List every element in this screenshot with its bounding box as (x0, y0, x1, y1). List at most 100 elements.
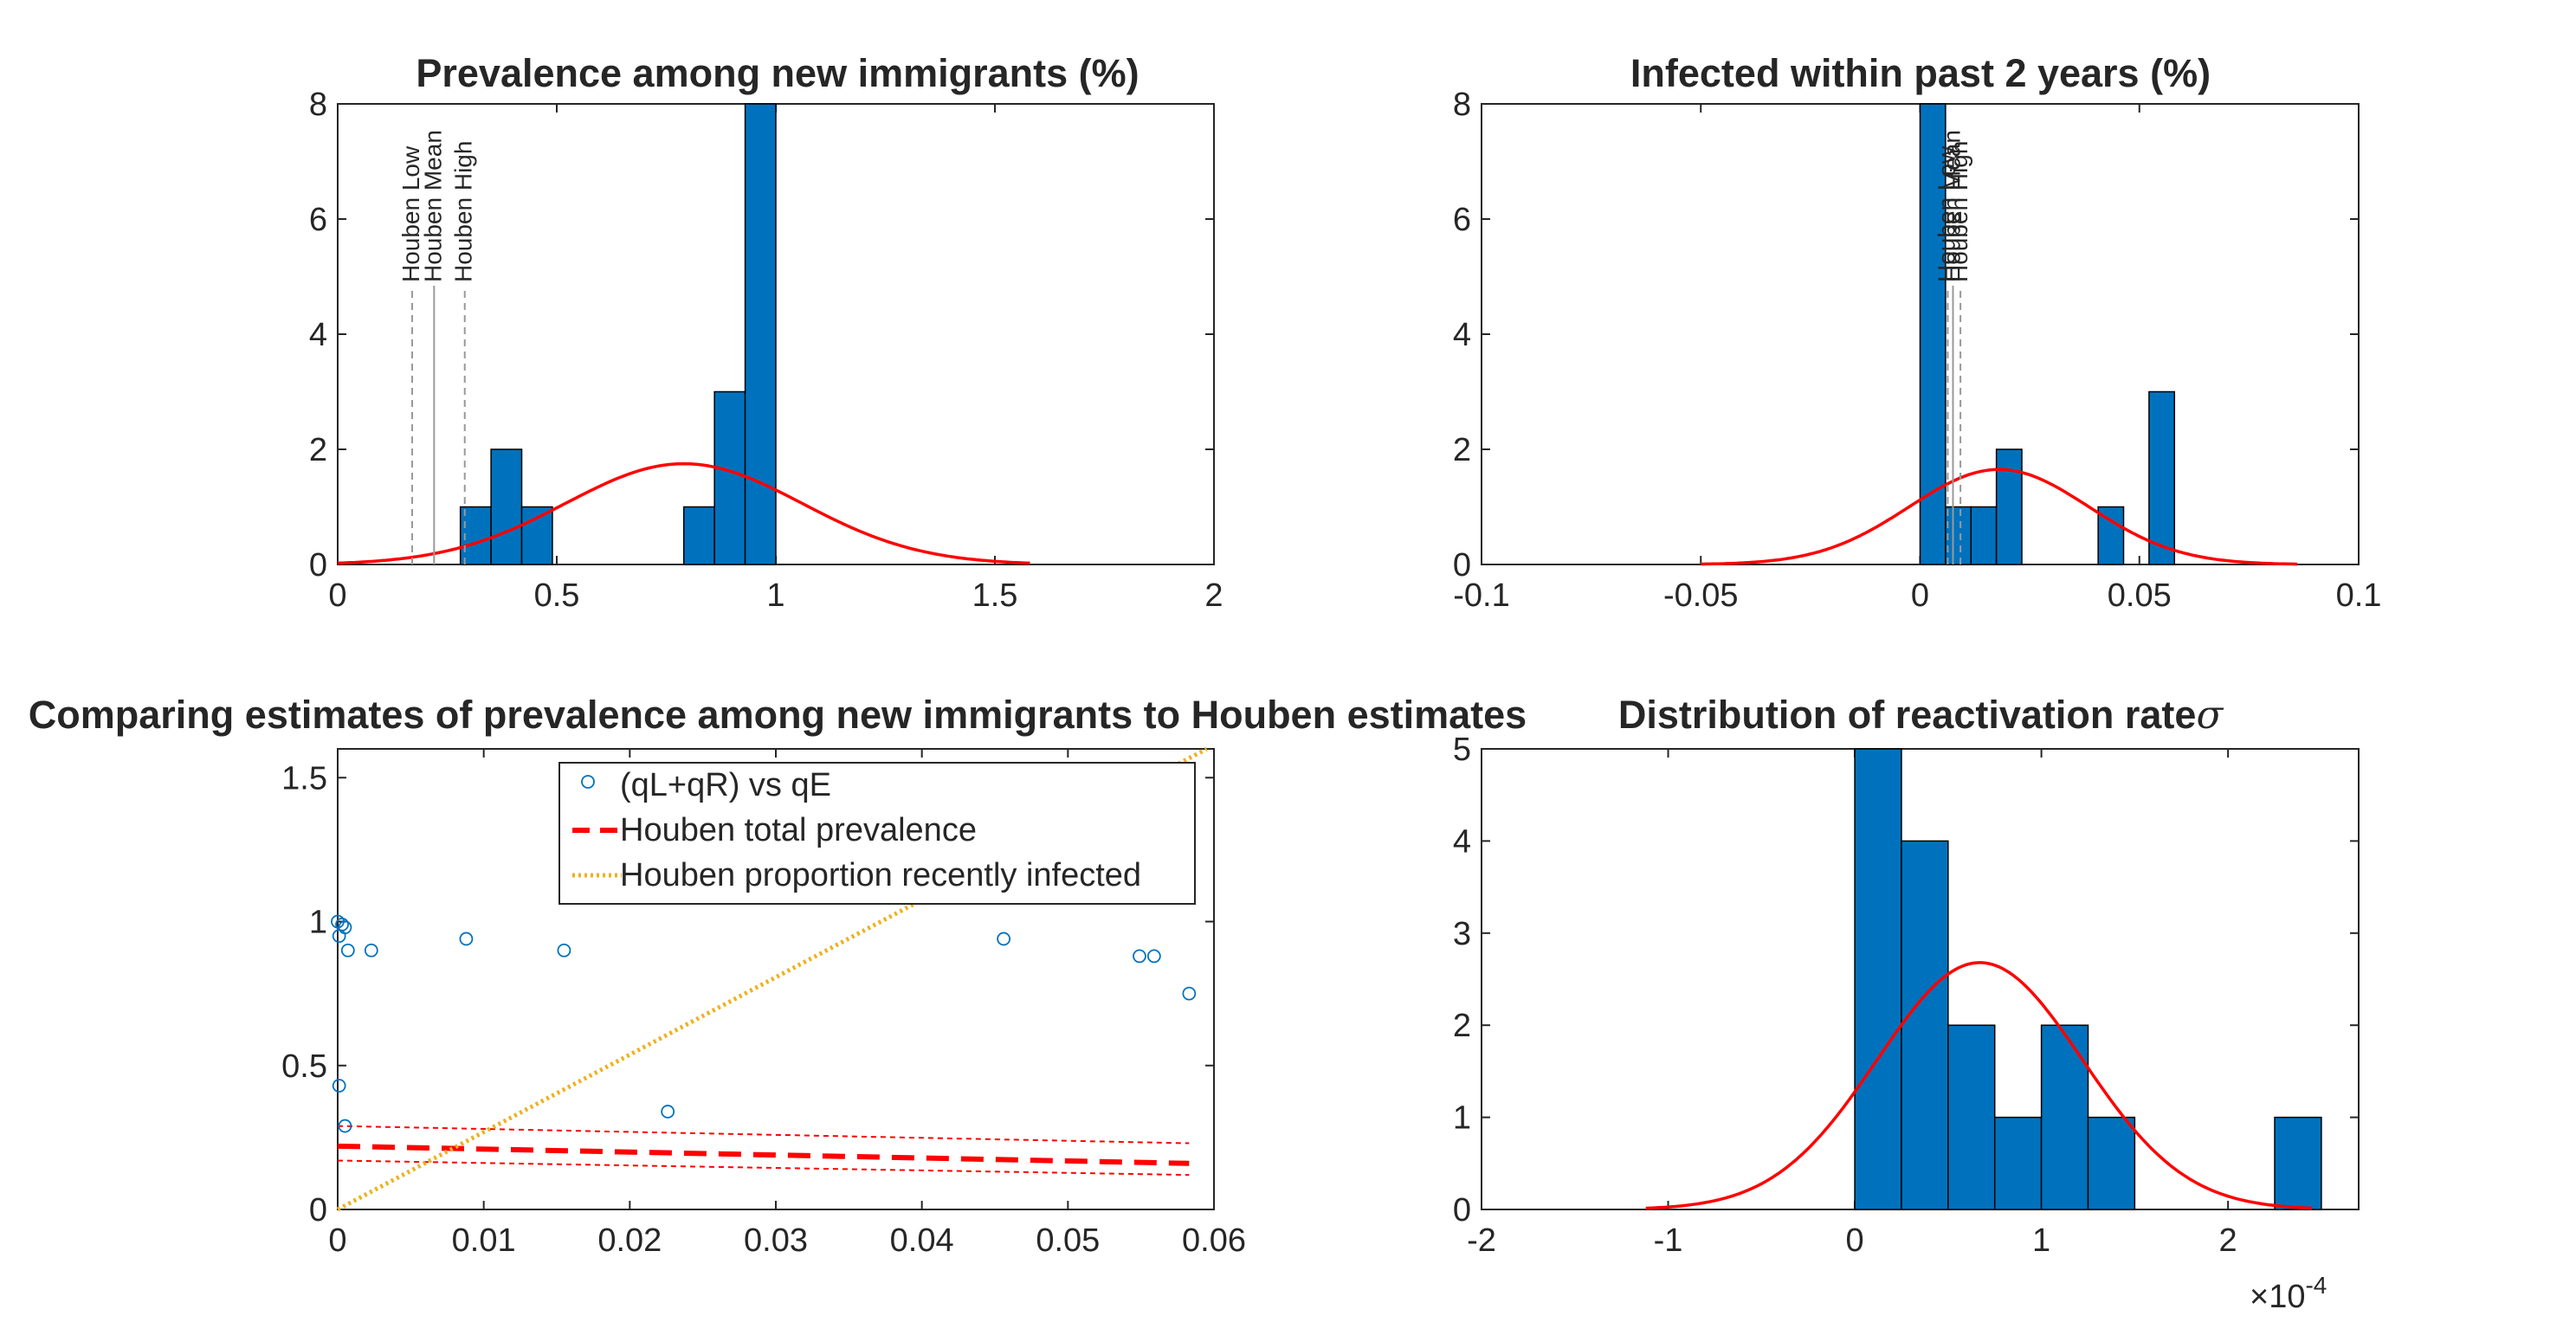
x-tick-label: 1.5 (972, 577, 1018, 614)
histogram-bar (1901, 840, 1949, 1210)
houben-reference-label: Houben Mean (1938, 130, 1965, 282)
normal-fit-curve (1645, 961, 2313, 1210)
chart-title-infected: Infected within past 2 years (%) (1630, 51, 2211, 95)
scatter-point (364, 943, 378, 958)
x-tick-label: -1 (1654, 1222, 1683, 1259)
panel-prevalence-histogram: Prevalence among new immigrants (%) 0 0.5… (309, 51, 1223, 614)
x-tick-label: 0 (328, 1222, 346, 1259)
x-tick-label: 0 (328, 577, 346, 614)
houben-reference-label: Houben High (1946, 141, 1972, 282)
x-tick-label: 0.04 (890, 1222, 954, 1259)
x-tick-label: -0.1 (1453, 577, 1509, 614)
y-tick-label: 2 (1453, 432, 1471, 468)
y-tick-label: 6 (309, 202, 327, 238)
x-tick-label: 0 (1845, 1222, 1863, 1259)
y-tick-label: 0 (309, 547, 327, 584)
scatter-point (1182, 986, 1197, 1001)
normal-fit-curve (1701, 468, 2298, 566)
histogram-bar (2148, 390, 2176, 565)
y-tick-label: 0.5 (281, 1048, 327, 1085)
histogram-bar (1995, 448, 2023, 565)
x-tick-label: -2 (1467, 1222, 1496, 1259)
x-tick-label: -0.05 (1663, 577, 1739, 614)
legend-entry: Houben total prevalence (620, 812, 977, 848)
legend-swatch-scatter (581, 775, 595, 789)
scatter-point (661, 1105, 675, 1119)
y-tick-label: 6 (1453, 202, 1471, 238)
x-tick-label: 1 (766, 577, 784, 614)
scatter-point (557, 943, 571, 958)
houben-reference-label: Houben High (450, 141, 477, 282)
histogram-bar (1993, 1116, 2043, 1210)
y-tick-label: 8 (309, 87, 327, 123)
x-tick-label: 1 (2032, 1222, 2050, 1259)
chart-title-comparison: Comparing estimates of prevalence among … (29, 693, 1527, 737)
scatter-point (1133, 949, 1146, 964)
y-tick-label: 4 (1453, 823, 1471, 860)
histogram-bar (744, 103, 777, 565)
x-tick-label: 0.5 (534, 577, 580, 614)
histogram-bar (2087, 1116, 2136, 1210)
x-tick-label: 0.06 (1182, 1222, 1246, 1259)
scatter-point (338, 920, 352, 935)
histogram-bar (1970, 506, 1998, 565)
normal-fit-curve (337, 461, 1030, 565)
histogram-bar (1947, 1024, 1996, 1210)
houben-total-prevalence-line (337, 1143, 1190, 1166)
scatter-point (338, 1119, 352, 1133)
scatter-point (1146, 949, 1161, 964)
y-tick-label: 3 (1453, 916, 1471, 952)
houben-reference-label: Houben Low (397, 145, 424, 282)
histogram-bar (713, 390, 746, 565)
x-tick-label: 2 (2219, 1222, 2237, 1259)
y-tick-label: 1 (1453, 1100, 1471, 1137)
histogram-bar (2274, 1116, 2322, 1210)
histogram-bar (490, 448, 523, 565)
y-tick-label: 5 (1453, 732, 1471, 768)
scatter-point (332, 1079, 346, 1093)
histogram-bar (1945, 506, 1972, 565)
panel-comparison-scatter: Comparing estimates of prevalence among … (29, 693, 1527, 1259)
y-tick-label: 1 (309, 905, 327, 941)
houben-reference-label: Houben Mean (419, 130, 446, 282)
x-tick-label: 0.1 (2336, 577, 2382, 614)
x-exponent-label: ×10-4 (2250, 1272, 2327, 1315)
y-tick-label: 2 (309, 432, 327, 468)
legend-box (558, 762, 1196, 905)
legend-entry: (qL+qR) vs qE (620, 767, 831, 803)
scatter-point (459, 932, 474, 946)
x-tick-label: 2 (1204, 577, 1223, 614)
scatter-point (340, 943, 355, 958)
chart-title-reactivation-text: Distribution of reactivation rate (1618, 693, 2197, 737)
houben-reference-label: Houben Low (1933, 145, 1959, 282)
chart-title-reactivation: Distribution of reactivation rateσ (1618, 692, 2224, 738)
histogram-bar (2040, 1024, 2089, 1210)
histogram-bar (520, 506, 553, 565)
x-tick-label: 0.05 (1036, 1222, 1100, 1259)
x-tick-label: 0.05 (2108, 577, 2172, 614)
scatter-point (997, 932, 1011, 946)
y-tick-label: 8 (1453, 87, 1471, 123)
chart-title-prevalence: Prevalence among new immigrants (%) (416, 51, 1139, 95)
panel-reactivation-histogram: Distribution of reactivation rateσ ×10-4… (1453, 692, 2360, 1315)
houben-total-upper-bound (337, 1125, 1190, 1145)
x-exponent-base: ×10 (2250, 1279, 2305, 1315)
y-tick-label: 4 (309, 317, 327, 353)
legend-entry: Houben proportion recently infected (620, 857, 1141, 893)
histogram-bar (682, 506, 715, 565)
x-tick-label: 0.01 (452, 1222, 516, 1259)
y-tick-label: 0 (1453, 1192, 1471, 1229)
y-tick-label: 2 (1453, 1008, 1471, 1044)
y-tick-label: 0 (1453, 547, 1471, 584)
y-tick-label: 0 (309, 1192, 327, 1229)
x-tick-label: 0 (1911, 577, 1929, 614)
histogram-bar (1854, 748, 1902, 1210)
x-tick-label: 0.02 (597, 1222, 662, 1259)
x-exponent-power: -4 (2305, 1272, 2327, 1299)
x-tick-label: 0.03 (744, 1222, 808, 1259)
sigma-symbol: σ (2196, 692, 2224, 738)
scatter-point (335, 917, 349, 932)
houben-total-lower-bound (337, 1159, 1190, 1177)
y-tick-label: 4 (1453, 317, 1471, 353)
